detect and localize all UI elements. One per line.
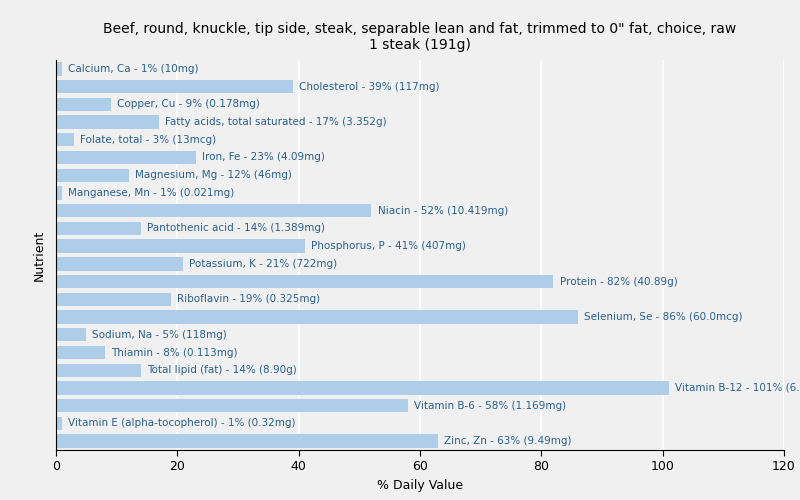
Bar [56,257,183,270]
Bar [56,382,669,394]
Text: Vitamin E (alpha-tocopherol) - 1% (0.32mg): Vitamin E (alpha-tocopherol) - 1% (0.32m… [68,418,296,428]
Text: Folate, total - 3% (13mcg): Folate, total - 3% (13mcg) [80,135,216,145]
Bar [56,80,293,93]
Text: Calcium, Ca - 1% (10mg): Calcium, Ca - 1% (10mg) [68,64,198,74]
X-axis label: % Daily Value: % Daily Value [377,479,463,492]
Bar [56,434,438,448]
Bar [56,204,371,218]
Bar [56,186,62,200]
Text: Niacin - 52% (10.419mg): Niacin - 52% (10.419mg) [378,206,508,216]
Text: Vitamin B-12 - 101% (6.05mcg): Vitamin B-12 - 101% (6.05mcg) [674,383,800,393]
Text: Zinc, Zn - 63% (9.49mg): Zinc, Zn - 63% (9.49mg) [444,436,572,446]
Bar [56,275,554,288]
Text: Phosphorus, P - 41% (407mg): Phosphorus, P - 41% (407mg) [310,241,466,251]
Bar [56,222,141,235]
Bar [56,151,195,164]
Bar [56,364,141,377]
Bar [56,310,578,324]
Text: Iron, Fe - 23% (4.09mg): Iron, Fe - 23% (4.09mg) [202,152,325,162]
Bar [56,62,62,76]
Text: Manganese, Mn - 1% (0.021mg): Manganese, Mn - 1% (0.021mg) [68,188,234,198]
Bar [56,399,408,412]
Bar [56,98,110,111]
Title: Beef, round, knuckle, tip side, steak, separable lean and fat, trimmed to 0" fat: Beef, round, knuckle, tip side, steak, s… [103,22,737,52]
Text: Copper, Cu - 9% (0.178mg): Copper, Cu - 9% (0.178mg) [117,100,259,110]
Bar [56,133,74,146]
Text: Protein - 82% (40.89g): Protein - 82% (40.89g) [559,276,678,286]
Bar [56,168,129,182]
Text: Thiamin - 8% (0.113mg): Thiamin - 8% (0.113mg) [110,348,237,358]
Bar [56,116,159,128]
Bar [56,417,62,430]
Text: Riboflavin - 19% (0.325mg): Riboflavin - 19% (0.325mg) [178,294,321,304]
Text: Fatty acids, total saturated - 17% (3.352g): Fatty acids, total saturated - 17% (3.35… [165,117,387,127]
Text: Total lipid (fat) - 14% (8.90g): Total lipid (fat) - 14% (8.90g) [147,365,297,375]
Bar [56,346,105,359]
Bar [56,328,86,342]
Text: Sodium, Na - 5% (118mg): Sodium, Na - 5% (118mg) [93,330,227,340]
Text: Potassium, K - 21% (722mg): Potassium, K - 21% (722mg) [190,259,338,269]
Text: Magnesium, Mg - 12% (46mg): Magnesium, Mg - 12% (46mg) [135,170,292,180]
Text: Vitamin B-6 - 58% (1.169mg): Vitamin B-6 - 58% (1.169mg) [414,400,566,410]
Text: Pantothenic acid - 14% (1.389mg): Pantothenic acid - 14% (1.389mg) [147,224,325,234]
Text: Cholesterol - 39% (117mg): Cholesterol - 39% (117mg) [298,82,439,92]
Y-axis label: Nutrient: Nutrient [33,230,46,280]
Bar [56,292,171,306]
Bar [56,240,305,253]
Text: Selenium, Se - 86% (60.0mcg): Selenium, Se - 86% (60.0mcg) [584,312,742,322]
